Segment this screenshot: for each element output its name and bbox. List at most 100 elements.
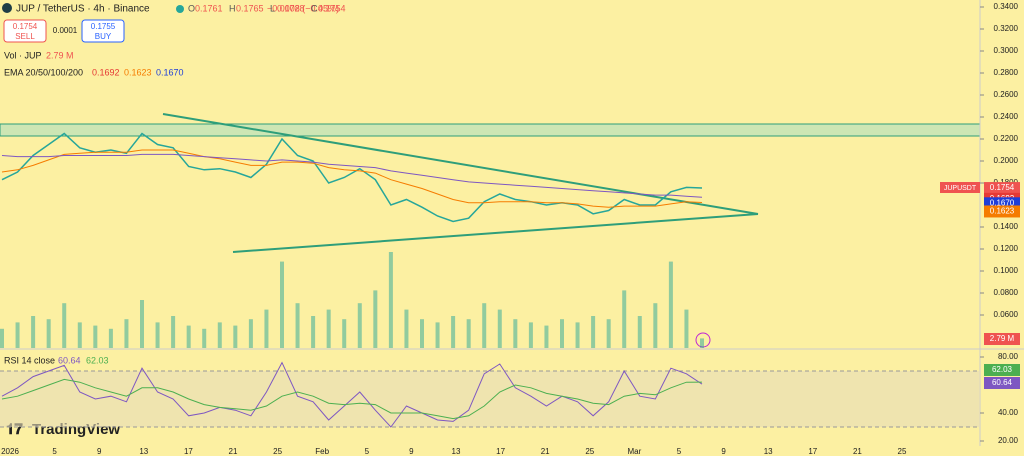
vol-label: Vol · JUP	[4, 50, 42, 60]
x-tick-label: 5	[365, 447, 370, 456]
x-tick-label: Feb	[315, 447, 329, 456]
ema-label: EMA 20/50/100/200	[4, 67, 83, 77]
volume-bar	[217, 322, 222, 348]
buy-label: BUY	[95, 32, 112, 41]
volume-bar	[108, 328, 113, 348]
ohlc-value: 0.1754	[318, 3, 346, 13]
volume-bar	[544, 325, 549, 348]
y-tick-label: 20.00	[998, 436, 1019, 445]
volume-bar	[420, 319, 424, 348]
trendline	[162, 113, 759, 215]
y-tick-label: 0.3400	[994, 2, 1019, 11]
volume-bar	[357, 303, 362, 348]
rsi-tag-label: 60.64	[992, 378, 1013, 387]
volume-bar	[140, 300, 144, 348]
rsi-value: 62.03	[86, 355, 109, 365]
y-tick-label: 0.2600	[994, 90, 1019, 99]
x-tick-label: 5	[677, 447, 682, 456]
vol-tag	[984, 333, 1020, 345]
symbol: JUP / TetherUS · 4h · Binance	[16, 4, 150, 15]
ema-value: 0.1670	[156, 67, 184, 77]
volume-bar	[435, 322, 440, 348]
volume-bar	[171, 316, 176, 348]
rsi-tag	[984, 377, 1020, 389]
x-tick-label: 25	[898, 447, 907, 456]
ema-tag-label: 0.1623	[990, 207, 1015, 216]
x-tick-label: 17	[808, 447, 817, 456]
volume-bar	[668, 261, 673, 348]
x-tick-label: 9	[721, 447, 726, 456]
buy-button[interactable]	[81, 19, 125, 43]
ema-line	[1, 149, 703, 208]
y-tick-label: 0.2200	[994, 134, 1019, 143]
x-tick-label: 25	[273, 447, 282, 456]
volume-bar	[528, 322, 533, 348]
volume-bar	[248, 319, 253, 348]
rsi-line	[1, 361, 703, 428]
y-tick-label: 0.0800	[994, 288, 1019, 297]
x-tick-label: 17	[184, 447, 193, 456]
volume-bar	[591, 316, 596, 348]
x-tick-label: 17	[496, 447, 505, 456]
x-tick-label: 13	[764, 447, 773, 456]
ohlc-key: H	[229, 3, 236, 13]
ohlc-key: L	[270, 3, 275, 13]
zone	[0, 123, 981, 137]
sell-button[interactable]	[3, 19, 47, 43]
ohlc-key: O	[188, 3, 195, 13]
volume-bar	[513, 319, 518, 348]
volume-bar	[482, 303, 487, 348]
volume-bar	[373, 290, 378, 348]
volume-bar	[466, 319, 471, 348]
volume-bar	[404, 309, 409, 348]
volume-bar	[637, 316, 642, 348]
price-line	[1, 132, 703, 223]
trendline	[232, 213, 759, 253]
x-tick-label: 5	[52, 447, 57, 456]
y-tick-label: 0.3200	[994, 24, 1019, 33]
status-dot	[176, 5, 184, 13]
volume-bar	[388, 252, 393, 348]
x-tick-label: 25	[585, 447, 594, 456]
ema-line	[1, 153, 703, 198]
rsi-label: RSI 14 close	[4, 355, 55, 365]
y-tick-label: 0.2800	[994, 68, 1019, 77]
volume-bar	[62, 303, 67, 348]
ohlc-value: 0.1728	[277, 3, 305, 13]
rsi-band	[0, 371, 980, 427]
vol-tag-label: 2.79 M	[990, 334, 1015, 343]
volume-bar	[622, 290, 627, 348]
volume-bar	[186, 325, 191, 348]
ema-value: 0.1623	[124, 67, 152, 77]
volume-bar	[342, 319, 347, 348]
volume-bar	[93, 325, 98, 348]
volume-bar	[560, 319, 564, 348]
x-tick-label: 21	[541, 447, 550, 456]
y-tick-label: 0.2400	[994, 112, 1019, 121]
volume-bar	[606, 319, 611, 348]
ohlc-key: C	[311, 3, 318, 13]
y-tick-label: 0.3000	[994, 46, 1019, 55]
volume-bar	[31, 316, 36, 348]
volume-bar	[233, 325, 238, 348]
vol-value: 2.79 M	[46, 50, 74, 60]
y-tick-label: 40.00	[998, 408, 1019, 417]
symbol-tag	[940, 182, 980, 193]
volume-bar	[46, 319, 51, 348]
y-tick-label: 0.1200	[994, 244, 1019, 253]
volume-bar	[155, 322, 160, 348]
y-tick-label: 80.00	[998, 352, 1019, 361]
volume-bar	[264, 309, 269, 348]
ema-tag	[984, 205, 1020, 218]
volume-bar	[124, 319, 129, 348]
volume-bar	[575, 322, 580, 348]
volume-bar	[311, 316, 316, 348]
y-tick-label: 0.1400	[994, 222, 1019, 231]
ema-value: 0.1692	[92, 67, 120, 77]
volume-bar	[684, 309, 689, 348]
x-tick-label: 2026	[1, 447, 19, 456]
change: −0.0008 (−0.45%)	[267, 3, 339, 13]
x-tick-label: 21	[229, 447, 238, 456]
